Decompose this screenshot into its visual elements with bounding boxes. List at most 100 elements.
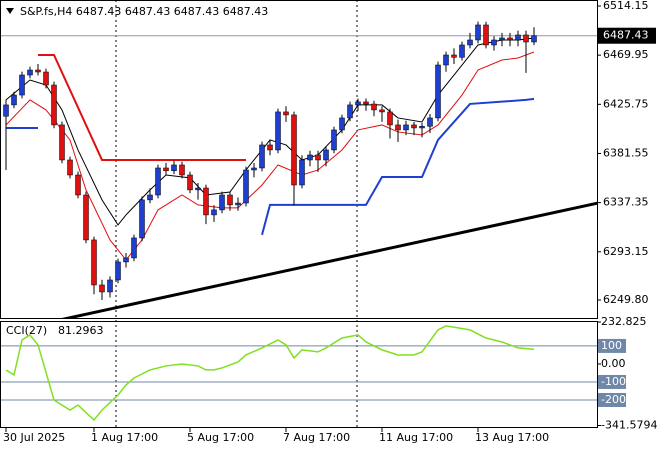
y-tick-label: 232.825 [601, 315, 647, 328]
candle-body [219, 194, 225, 211]
candle-body [107, 279, 113, 293]
cci-line [5, 325, 535, 422]
candle-body [243, 169, 249, 204]
candle-body [435, 64, 441, 119]
overlay-stop-blue [6, 97, 535, 236]
price-frame [0, 0, 598, 319]
cci-last: 81.2963 [58, 324, 104, 337]
candle-body [99, 284, 105, 293]
candle-body [195, 187, 201, 191]
candle-body [507, 37, 513, 41]
candle-body [235, 202, 241, 206]
price-panel [0, 21, 597, 318]
overlay-ma-slow [5, 51, 535, 261]
candle-body [499, 37, 505, 41]
y-tick-label: 6337.35 [603, 196, 649, 209]
x-tick-label: 7 Aug 17:00 [283, 431, 350, 444]
candle-body [339, 117, 345, 131]
x-tick-label: 11 Aug 17:00 [379, 431, 453, 444]
candle-body [35, 69, 41, 73]
candle-body [211, 209, 217, 216]
y-tick-label: -100 [601, 375, 626, 388]
candle-body [363, 101, 369, 105]
x-tick-label: 1 Aug 17:00 [91, 431, 158, 444]
candle-body [283, 111, 289, 116]
candle-body [475, 24, 481, 41]
candle-body [3, 104, 9, 117]
y-tick-label: 6425.75 [603, 97, 649, 110]
candle-body [91, 239, 97, 286]
candle-body [411, 124, 417, 129]
candle-body [331, 129, 337, 151]
candle-body [483, 24, 489, 46]
candle-body [323, 149, 329, 161]
menu-triangle [6, 8, 14, 14]
candle-body [491, 39, 497, 46]
candle-body [139, 199, 145, 239]
x-tick-label: 13 Aug 17:00 [475, 431, 549, 444]
axes: 6514.15 6469.95 6425.75 6381.55 6337.35 6293.… [3, 0, 657, 444]
candle-body [371, 103, 377, 111]
candle-body [163, 167, 169, 172]
candle-body [171, 164, 177, 172]
candle-body [131, 237, 137, 259]
y-tick-label: 6249.80 [603, 293, 649, 306]
candle-body [75, 174, 81, 196]
candle-body [227, 194, 233, 206]
candle-body [67, 159, 73, 176]
candle-body [275, 111, 281, 151]
candle-body [11, 94, 17, 106]
candle-body [307, 154, 313, 161]
y-tick-label: 6469.95 [603, 48, 649, 61]
candle-body [59, 124, 65, 161]
y-tick-label: 6381.55 [603, 146, 649, 159]
candle-body [467, 39, 473, 46]
candle-body [395, 124, 401, 131]
current-price-label: 6487.43 [603, 29, 649, 42]
candle-body [355, 101, 361, 106]
y-tick-label: 6514.15 [603, 0, 649, 12]
candle-body [451, 54, 457, 58]
candle-body [419, 126, 425, 129]
candle-body [291, 114, 297, 186]
level-label-box [598, 338, 626, 353]
cci-frame [0, 321, 598, 428]
candle-body [459, 44, 465, 58]
candle-body [179, 164, 185, 176]
y-tick-label: -341.5794 [601, 419, 657, 432]
candle-body [515, 34, 521, 41]
candle-body [43, 71, 49, 86]
candle-body [155, 167, 161, 196]
y-tick-label: 6293.15 [603, 245, 649, 258]
candle-body [27, 69, 33, 76]
overlay-trendline [61, 201, 597, 318]
candle-body [403, 124, 409, 131]
candle-body [115, 261, 121, 281]
level-label-box [598, 374, 626, 389]
candle-body [259, 144, 265, 169]
candle-body [203, 187, 209, 216]
candle-body [299, 159, 305, 186]
y-tick-label: 100 [601, 339, 622, 352]
cci-title: CCI(27) [6, 324, 47, 337]
x-tick-label: 5 Aug 17:00 [187, 431, 254, 444]
y-tick-label: 0.00 [601, 357, 626, 370]
candle-body [379, 109, 385, 113]
candle-body [19, 74, 25, 96]
candle-body [251, 167, 257, 171]
x-tick-label: 30 Jul 2025 [3, 431, 65, 444]
y-tick-label: -200 [601, 393, 626, 406]
candle-body [267, 144, 273, 151]
candle-body [83, 194, 89, 241]
candle-body [123, 257, 129, 263]
candle-body [315, 154, 321, 161]
candle-body [387, 111, 393, 126]
overlay-stop-red [38, 53, 246, 161]
candle-body [187, 174, 193, 191]
candle-body [531, 35, 537, 43]
header: S&P.fs,H4 6487.43 6487.43 6487.43 6487.4… [20, 5, 268, 18]
current-price-box [598, 27, 656, 44]
level-label-box [598, 392, 626, 407]
